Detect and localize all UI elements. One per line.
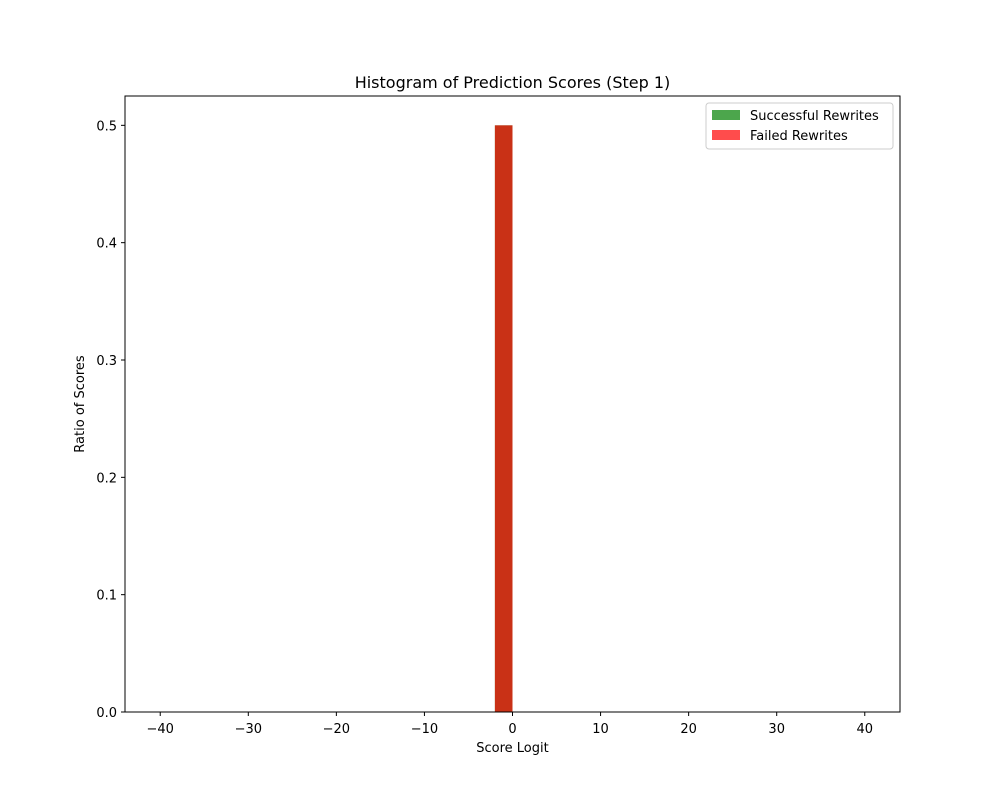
legend: Successful Rewrites Failed Rewrites [705,102,894,150]
legend-label-successful: Successful Rewrites [750,109,879,124]
y-tick-label: 0.0 [96,706,117,721]
x-tick-label: 0 [508,722,516,737]
legend-swatch-successful [712,110,740,120]
chart-title: Histogram of Prediction Scores (Step 1) [355,73,671,92]
x-tick-label: −40 [147,722,174,737]
y-tick-label: 0.5 [96,119,117,134]
bars-layer [494,125,513,713]
y-tick-label: 0.4 [96,237,117,252]
y-tick-label: 0.3 [96,354,117,369]
x-tick-label: 30 [768,722,785,737]
x-axis-ticks: −40 −30 −20 −10 0 10 20 30 40 [147,712,873,737]
legend-box [705,102,894,150]
x-tick-label: −20 [323,722,350,737]
x-axis-label: Score Logit [476,741,548,756]
legend-swatch-failed [712,130,740,140]
y-tick-label: 0.2 [96,471,117,486]
x-tick-label: 10 [592,722,609,737]
x-tick-label: −10 [411,722,438,737]
bar-failed-rewrites-0 [494,125,513,713]
y-axis-ticks: 0.0 0.1 0.2 0.3 0.4 0.5 [96,119,125,721]
x-tick-label: 20 [680,722,697,737]
y-tick-label: 0.1 [96,589,117,604]
legend-label-failed: Failed Rewrites [750,129,848,144]
x-tick-label: −30 [235,722,262,737]
y-axis-label: Ratio of Scores [73,355,88,453]
x-tick-label: 40 [856,722,873,737]
